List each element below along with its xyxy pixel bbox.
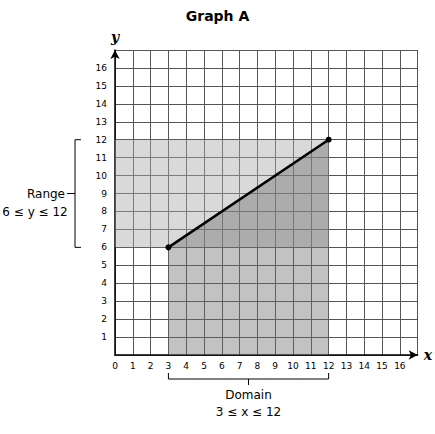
svg-text:Range: Range bbox=[27, 187, 65, 201]
svg-text:8: 8 bbox=[255, 361, 261, 371]
svg-text:9: 9 bbox=[272, 361, 278, 371]
svg-text:6: 6 bbox=[101, 242, 107, 252]
svg-text:10: 10 bbox=[287, 361, 299, 371]
svg-text:6: 6 bbox=[219, 361, 225, 371]
svg-text:11: 11 bbox=[96, 153, 107, 163]
svg-text:9: 9 bbox=[101, 189, 107, 199]
svg-text:Domain: Domain bbox=[225, 388, 272, 402]
svg-text:6 ≤ y ≤ 12: 6 ≤ y ≤ 12 bbox=[2, 205, 67, 219]
svg-text:7: 7 bbox=[101, 224, 107, 234]
svg-text:16: 16 bbox=[96, 63, 108, 73]
svg-text:3 ≤ x ≤ 12: 3 ≤ x ≤ 12 bbox=[216, 405, 281, 419]
svg-text:1: 1 bbox=[130, 361, 136, 371]
svg-text:11: 11 bbox=[305, 361, 316, 371]
svg-text:16: 16 bbox=[394, 361, 406, 371]
svg-text:x: x bbox=[423, 347, 433, 363]
svg-text:7: 7 bbox=[237, 361, 243, 371]
svg-text:1: 1 bbox=[101, 332, 107, 342]
svg-text:8: 8 bbox=[101, 206, 107, 216]
svg-text:2: 2 bbox=[148, 361, 154, 371]
svg-text:4: 4 bbox=[183, 361, 189, 371]
svg-text:13: 13 bbox=[341, 361, 352, 371]
svg-text:14: 14 bbox=[96, 99, 108, 109]
svg-text:15: 15 bbox=[96, 81, 107, 91]
svg-text:15: 15 bbox=[376, 361, 387, 371]
svg-text:3: 3 bbox=[166, 361, 172, 371]
svg-text:12: 12 bbox=[323, 361, 334, 371]
svg-text:2: 2 bbox=[101, 314, 107, 324]
svg-text:Graph A: Graph A bbox=[186, 8, 250, 24]
svg-text:12: 12 bbox=[96, 135, 107, 145]
svg-text:3: 3 bbox=[101, 296, 107, 306]
svg-text:4: 4 bbox=[101, 278, 107, 288]
svg-text:14: 14 bbox=[359, 361, 371, 371]
svg-text:y: y bbox=[110, 29, 120, 45]
svg-text:10: 10 bbox=[96, 171, 108, 181]
svg-text:13: 13 bbox=[96, 117, 107, 127]
svg-text:0: 0 bbox=[112, 361, 118, 371]
svg-text:5: 5 bbox=[101, 260, 107, 270]
svg-text:5: 5 bbox=[201, 361, 207, 371]
